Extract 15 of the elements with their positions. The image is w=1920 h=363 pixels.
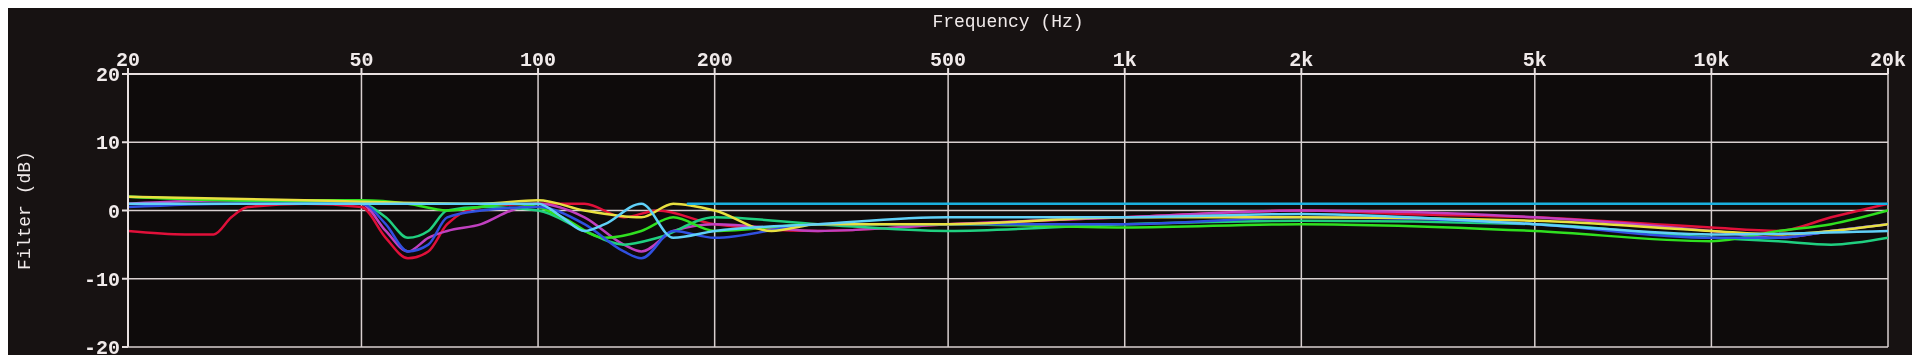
x-tick-label: 2k [1289,49,1314,72]
x-tick-label: 1k [1112,49,1137,72]
y-axis-title: Filter (dB) [15,151,36,270]
y-tick-label: 10 [95,132,120,156]
y-tick-label: 0 [107,200,120,224]
x-tick-label: 50 [349,49,374,72]
x-tick-label: 100 [520,49,557,72]
x-axis-title: Frequency (Hz) [932,11,1084,32]
y-tick-label: -20 [83,337,120,361]
y-tick-label: -10 [83,268,120,292]
x-tick-label: 10k [1693,49,1730,72]
x-tick-label: 5k [1522,49,1547,72]
x-tick-label: 200 [696,49,733,72]
x-tick-label: 20k [1869,49,1907,72]
x-tick-label: 500 [930,49,967,72]
